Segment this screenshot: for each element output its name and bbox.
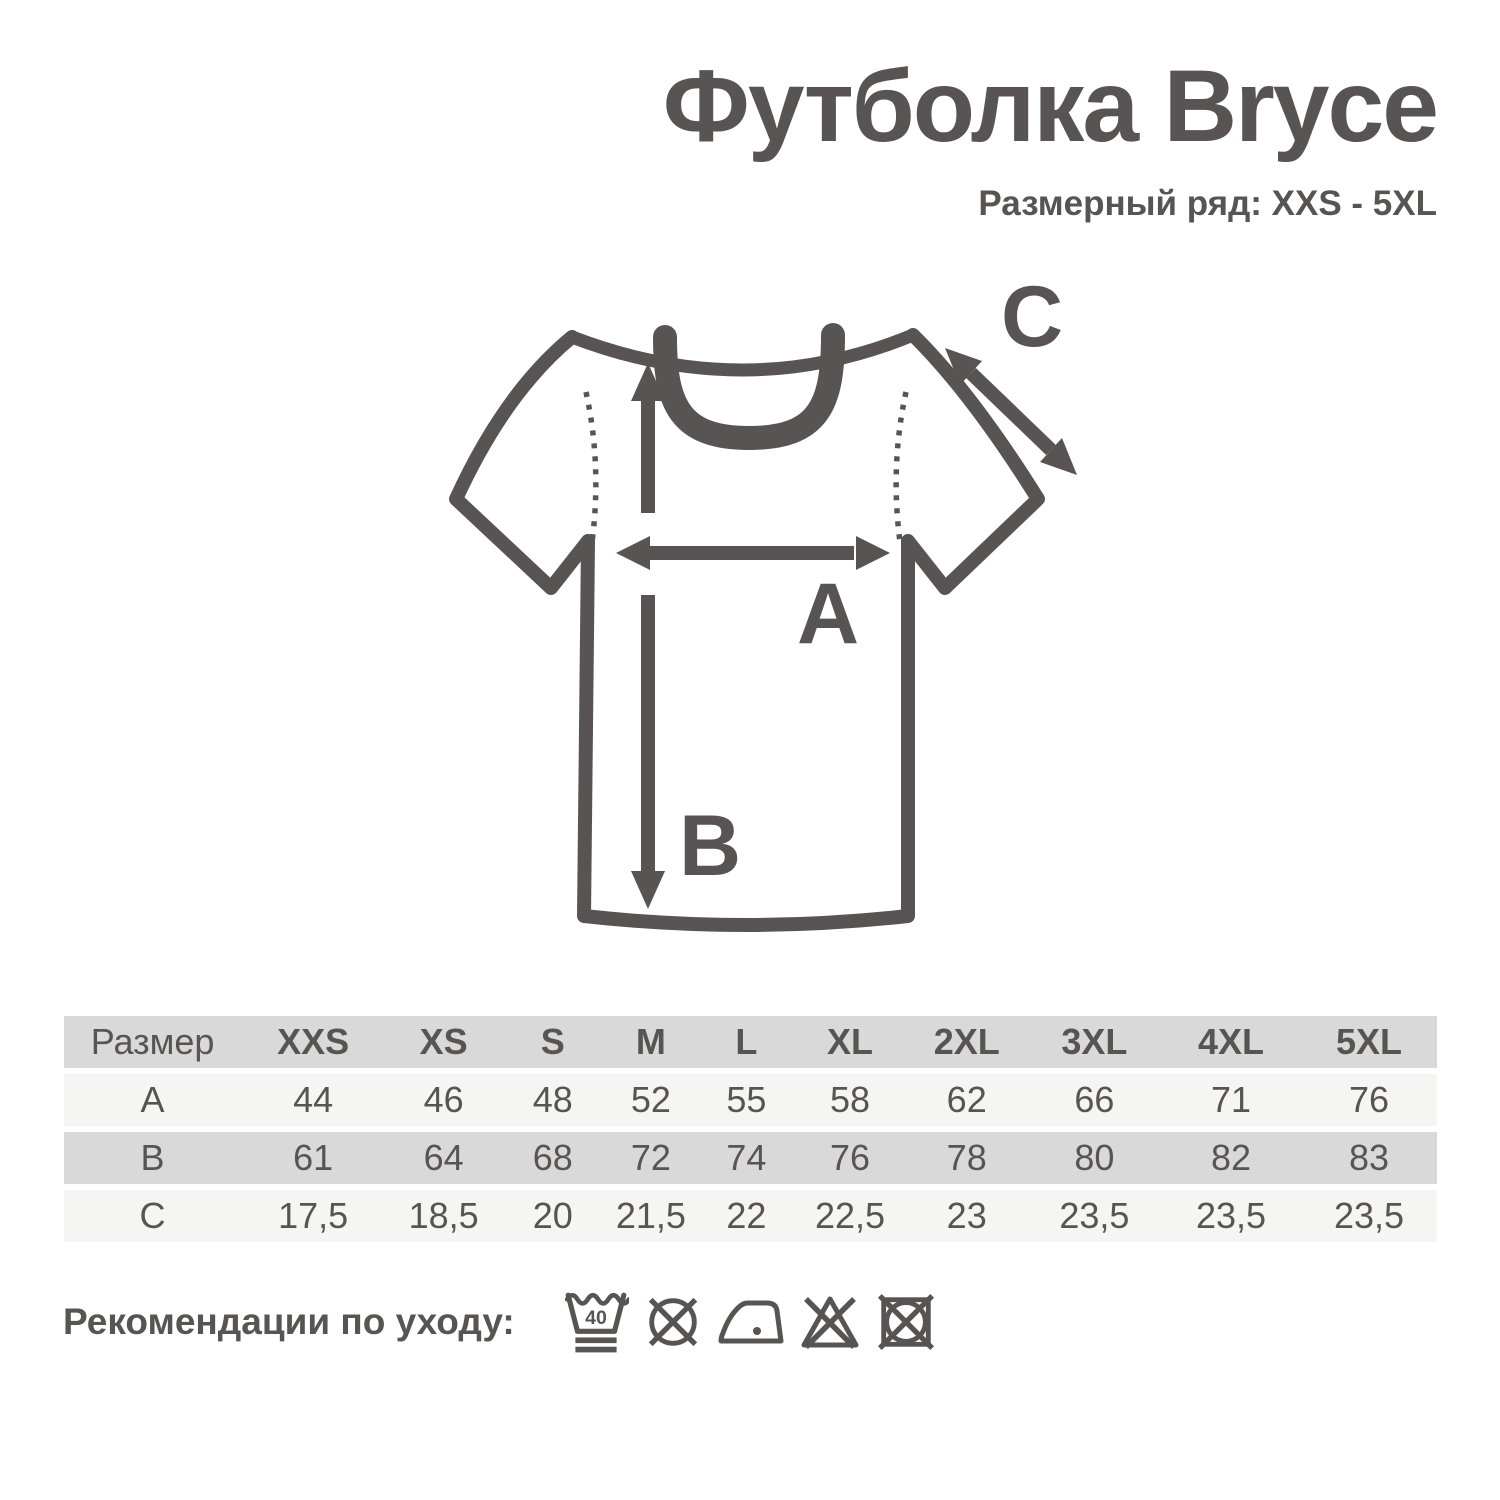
- size-table-header-row: Размер XXS XS S M L XL 2XL 3XL 4XL 5XL: [64, 1016, 1437, 1068]
- iron-low-icon: [718, 1300, 784, 1344]
- col-header-5xl: 5XL: [1301, 1016, 1437, 1068]
- cell-c-4xl: 23,5: [1160, 1190, 1301, 1242]
- cell-a-4xl: 71: [1160, 1074, 1301, 1126]
- cell-a-l: 55: [698, 1074, 795, 1126]
- cell-a-5xl: 76: [1301, 1074, 1437, 1126]
- length-arrow-b: [631, 363, 665, 909]
- table-row-b: B 61 64 68 72 74 76 78 80 82 83: [64, 1132, 1437, 1184]
- col-header-xxs: XXS: [241, 1016, 386, 1068]
- care-recommendations: Рекомендации по уходу: 40: [63, 1288, 937, 1356]
- cell-b-xs: 64: [385, 1132, 502, 1184]
- tshirt-outline: [449, 328, 1045, 932]
- cell-b-xl: 76: [794, 1132, 906, 1184]
- cell-b-l: 74: [698, 1132, 795, 1184]
- col-header-2xl: 2XL: [905, 1016, 1028, 1068]
- cell-a-3xl: 66: [1027, 1074, 1161, 1126]
- care-label: Рекомендации по уходу:: [63, 1301, 515, 1342]
- cell-b-3xl: 80: [1027, 1132, 1161, 1184]
- table-row-a: A 44 46 48 52 55 58 62 66 71 76: [64, 1074, 1437, 1126]
- cell-c-m: 21,5: [603, 1190, 699, 1242]
- cell-c-l: 22: [698, 1190, 795, 1242]
- dim-label-a: A: [797, 566, 859, 662]
- cell-b-5xl: 83: [1301, 1132, 1437, 1184]
- col-header-s: S: [501, 1016, 604, 1068]
- cell-a-m: 52: [603, 1074, 699, 1126]
- col-header-xl: XL: [794, 1016, 906, 1068]
- col-header-4xl: 4XL: [1160, 1016, 1301, 1068]
- width-arrow-a: [616, 536, 890, 570]
- size-range-subtitle: Размерный ряд: XXS - 5XL: [978, 184, 1437, 223]
- care-icons-row: 40: [563, 1288, 937, 1356]
- size-table: Размер XXS XS S M L XL 2XL 3XL 4XL 5XL A…: [64, 1010, 1437, 1248]
- tshirt-measurement-diagram: A B C: [449, 269, 1077, 932]
- cell-b-4xl: 82: [1160, 1132, 1301, 1184]
- right-sleeve-seam-dotted: [893, 391, 909, 543]
- col-header-l: L: [698, 1016, 795, 1068]
- cell-c-xl: 22,5: [794, 1190, 906, 1242]
- svg-text:40: 40: [585, 1307, 607, 1329]
- col-header-m: M: [603, 1016, 699, 1068]
- cell-b-2xl: 78: [905, 1132, 1028, 1184]
- table-row-c: C 17,5 18,5 20 21,5 22 22,5 23 23,5 23,5…: [64, 1190, 1437, 1242]
- left-sleeve-seam-dotted: [583, 391, 599, 543]
- cell-a-2xl: 62: [905, 1074, 1028, 1126]
- cell-c-5xl: 23,5: [1301, 1190, 1437, 1242]
- dim-label-b: B: [679, 798, 741, 894]
- tshirt-back-collar: [565, 328, 920, 377]
- cell-b-xxs: 61: [241, 1132, 386, 1184]
- cell-c-3xl: 23,5: [1027, 1190, 1161, 1242]
- sleeve-arrow-c: [945, 348, 1077, 475]
- row-label-c: C: [64, 1190, 242, 1242]
- cell-b-m: 72: [603, 1132, 699, 1184]
- cell-c-xs: 18,5: [385, 1190, 502, 1242]
- tshirt-front-collar: [653, 323, 845, 450]
- cell-a-xl: 58: [794, 1074, 906, 1126]
- cell-c-xxs: 17,5: [241, 1190, 386, 1242]
- do-not-tumble-dry-icon: [877, 1293, 934, 1351]
- do-not-dry-clean-icon: [648, 1297, 697, 1347]
- size-table-corner-header: Размер: [64, 1016, 242, 1068]
- cell-b-s: 68: [501, 1132, 604, 1184]
- wash-40-icon: 40: [564, 1292, 629, 1353]
- do-not-bleach-icon: [801, 1296, 859, 1349]
- col-header-3xl: 3XL: [1027, 1016, 1161, 1068]
- cell-a-xxs: 44: [241, 1074, 386, 1126]
- row-label-b: B: [64, 1132, 242, 1184]
- cell-c-2xl: 23: [905, 1190, 1028, 1242]
- cell-a-s: 48: [501, 1074, 604, 1126]
- row-label-a: A: [64, 1074, 242, 1126]
- col-header-xs: XS: [385, 1016, 502, 1068]
- cell-c-s: 20: [501, 1190, 604, 1242]
- cell-a-xs: 46: [385, 1074, 502, 1126]
- dim-label-c: C: [1001, 269, 1063, 365]
- page-title: Футболка Bryce: [662, 49, 1439, 163]
